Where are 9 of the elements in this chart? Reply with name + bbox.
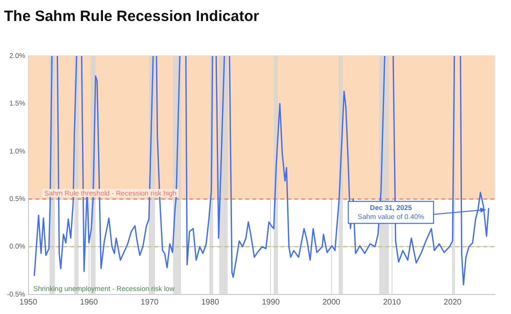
x-tick-label: 2000 [322, 297, 341, 306]
x-tick-label: 2020 [444, 297, 462, 306]
x-tick-label: 1950 [19, 297, 38, 306]
x-tick-label: 2010 [383, 297, 402, 306]
x-tick-label: 1960 [80, 297, 98, 306]
chart-title: The Sahm Rule Recession Indicator [4, 8, 260, 26]
x-tick-label: 1970 [140, 297, 159, 306]
x-tick-label: 1990 [262, 297, 280, 306]
x-tick-label: 1980 [201, 297, 220, 306]
